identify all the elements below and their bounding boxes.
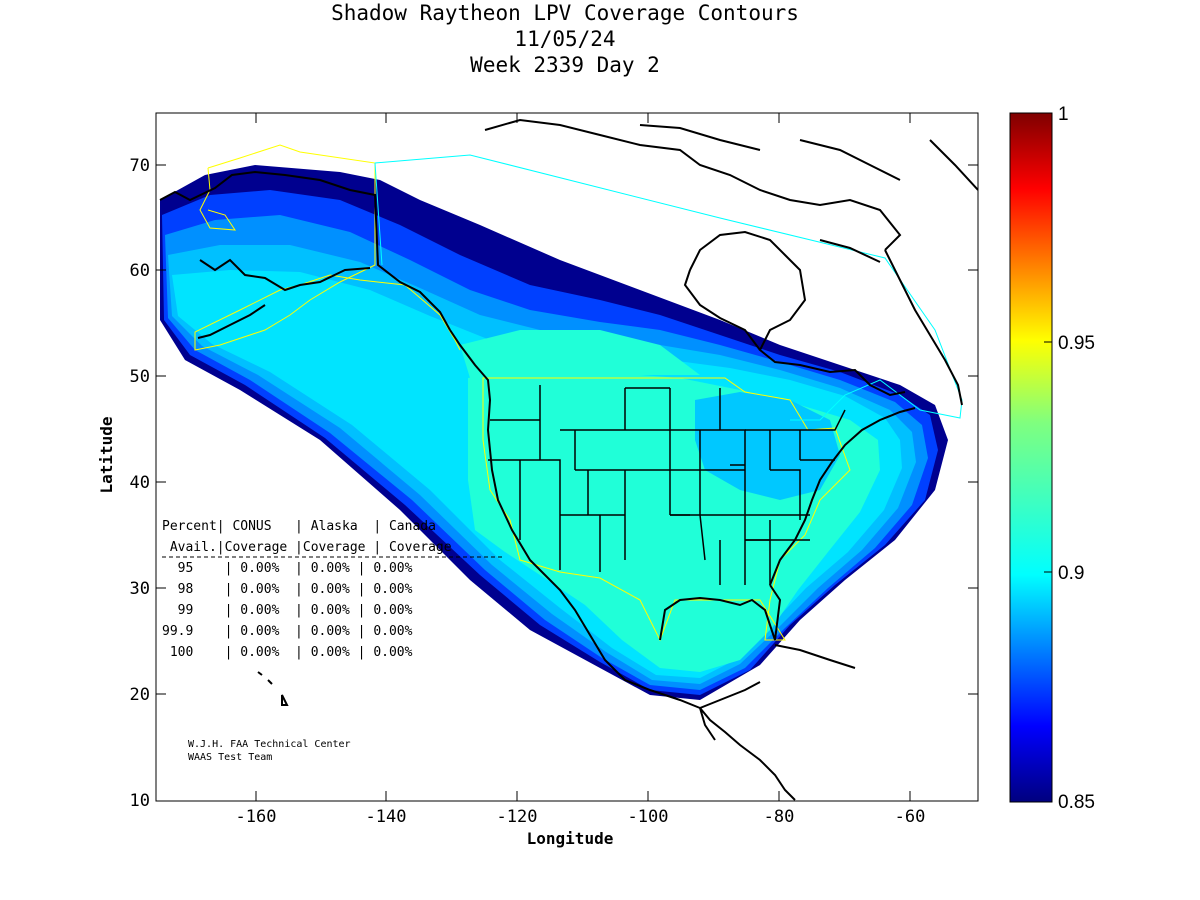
colorbar-tick-label: 1 [1058, 104, 1069, 125]
title-line-1: Shadow Raytheon LPV Coverage Contours [331, 1, 799, 25]
table-header-1: Percent| CONUS | Alaska | Canada [162, 519, 436, 534]
colorbar-tick-label: 0.95 [1058, 333, 1095, 354]
north-america-west-coast [449, 329, 701, 709]
ytick-label: 10 [130, 791, 150, 811]
coastlines [159, 118, 978, 801]
axis-ticks [156, 113, 978, 801]
coverage-table: Percent| CONUS | Alaska | Canada Avail.|… [162, 519, 505, 660]
ytick-label: 40 [130, 473, 150, 493]
xtick-label: -160 [236, 807, 277, 827]
state-lines-west [488, 385, 690, 572]
arctic-islands [484, 118, 978, 263]
hawaii [257, 671, 289, 706]
table-row: 99 | 0.00% | 0.00% | 0.00% [162, 603, 413, 618]
title-line-3: Week 2339 Day 2 [470, 53, 660, 77]
state-lines-east [730, 409, 846, 541]
ytick-label: 30 [130, 579, 150, 599]
table-row: 98 | 0.00% | 0.00% | 0.00% [162, 582, 413, 597]
xtick-label: -60 [895, 807, 926, 827]
alaska-coast [159, 170, 451, 339]
xtick-label: -140 [366, 807, 407, 827]
caribbean-cuba [774, 644, 856, 669]
service-boundaries [194, 144, 963, 642]
ytick-label: 60 [130, 261, 150, 281]
contour-band-greatlakes-blue [695, 392, 840, 500]
xtick-label: -80 [764, 807, 795, 827]
credit-line-2: WAAS Test Team [188, 752, 272, 763]
ytick-label: 50 [130, 367, 150, 387]
credit-line-1: W.J.H. FAA Technical Center [188, 739, 351, 750]
ytick-label: 20 [130, 685, 150, 705]
colorbar-tick-label: 0.9 [1058, 563, 1084, 584]
hudson-bay [683, 230, 906, 397]
colorbar [1009, 112, 1053, 803]
canada-boundary [374, 154, 963, 421]
mexico-gulf-coast [659, 584, 782, 709]
colorbar-tick-label: 0.85 [1058, 792, 1095, 813]
east-coast [769, 407, 916, 586]
y-axis-label: Latitude [97, 416, 116, 493]
state-boundaries [488, 385, 846, 585]
xtick-label: -120 [497, 807, 538, 827]
table-header-2: Avail.|Coverage |Coverage | Coverage [162, 540, 452, 555]
xtick-label: -100 [628, 807, 669, 827]
table-row: 100 | 0.00% | 0.00% | 0.00% [162, 645, 413, 660]
table-row: 95 | 0.00% | 0.00% | 0.00% [162, 561, 413, 576]
table-row: 99.9 | 0.00% | 0.00% | 0.00% [162, 624, 413, 639]
title-line-2: 11/05/24 [514, 27, 616, 51]
x-axis-label: Longitude [527, 829, 614, 848]
ytick-label: 70 [130, 156, 150, 176]
coverage-contours [160, 165, 948, 700]
central-america [699, 707, 796, 801]
labrador-coast [884, 249, 963, 406]
contour-band-aqua-north [460, 330, 700, 378]
